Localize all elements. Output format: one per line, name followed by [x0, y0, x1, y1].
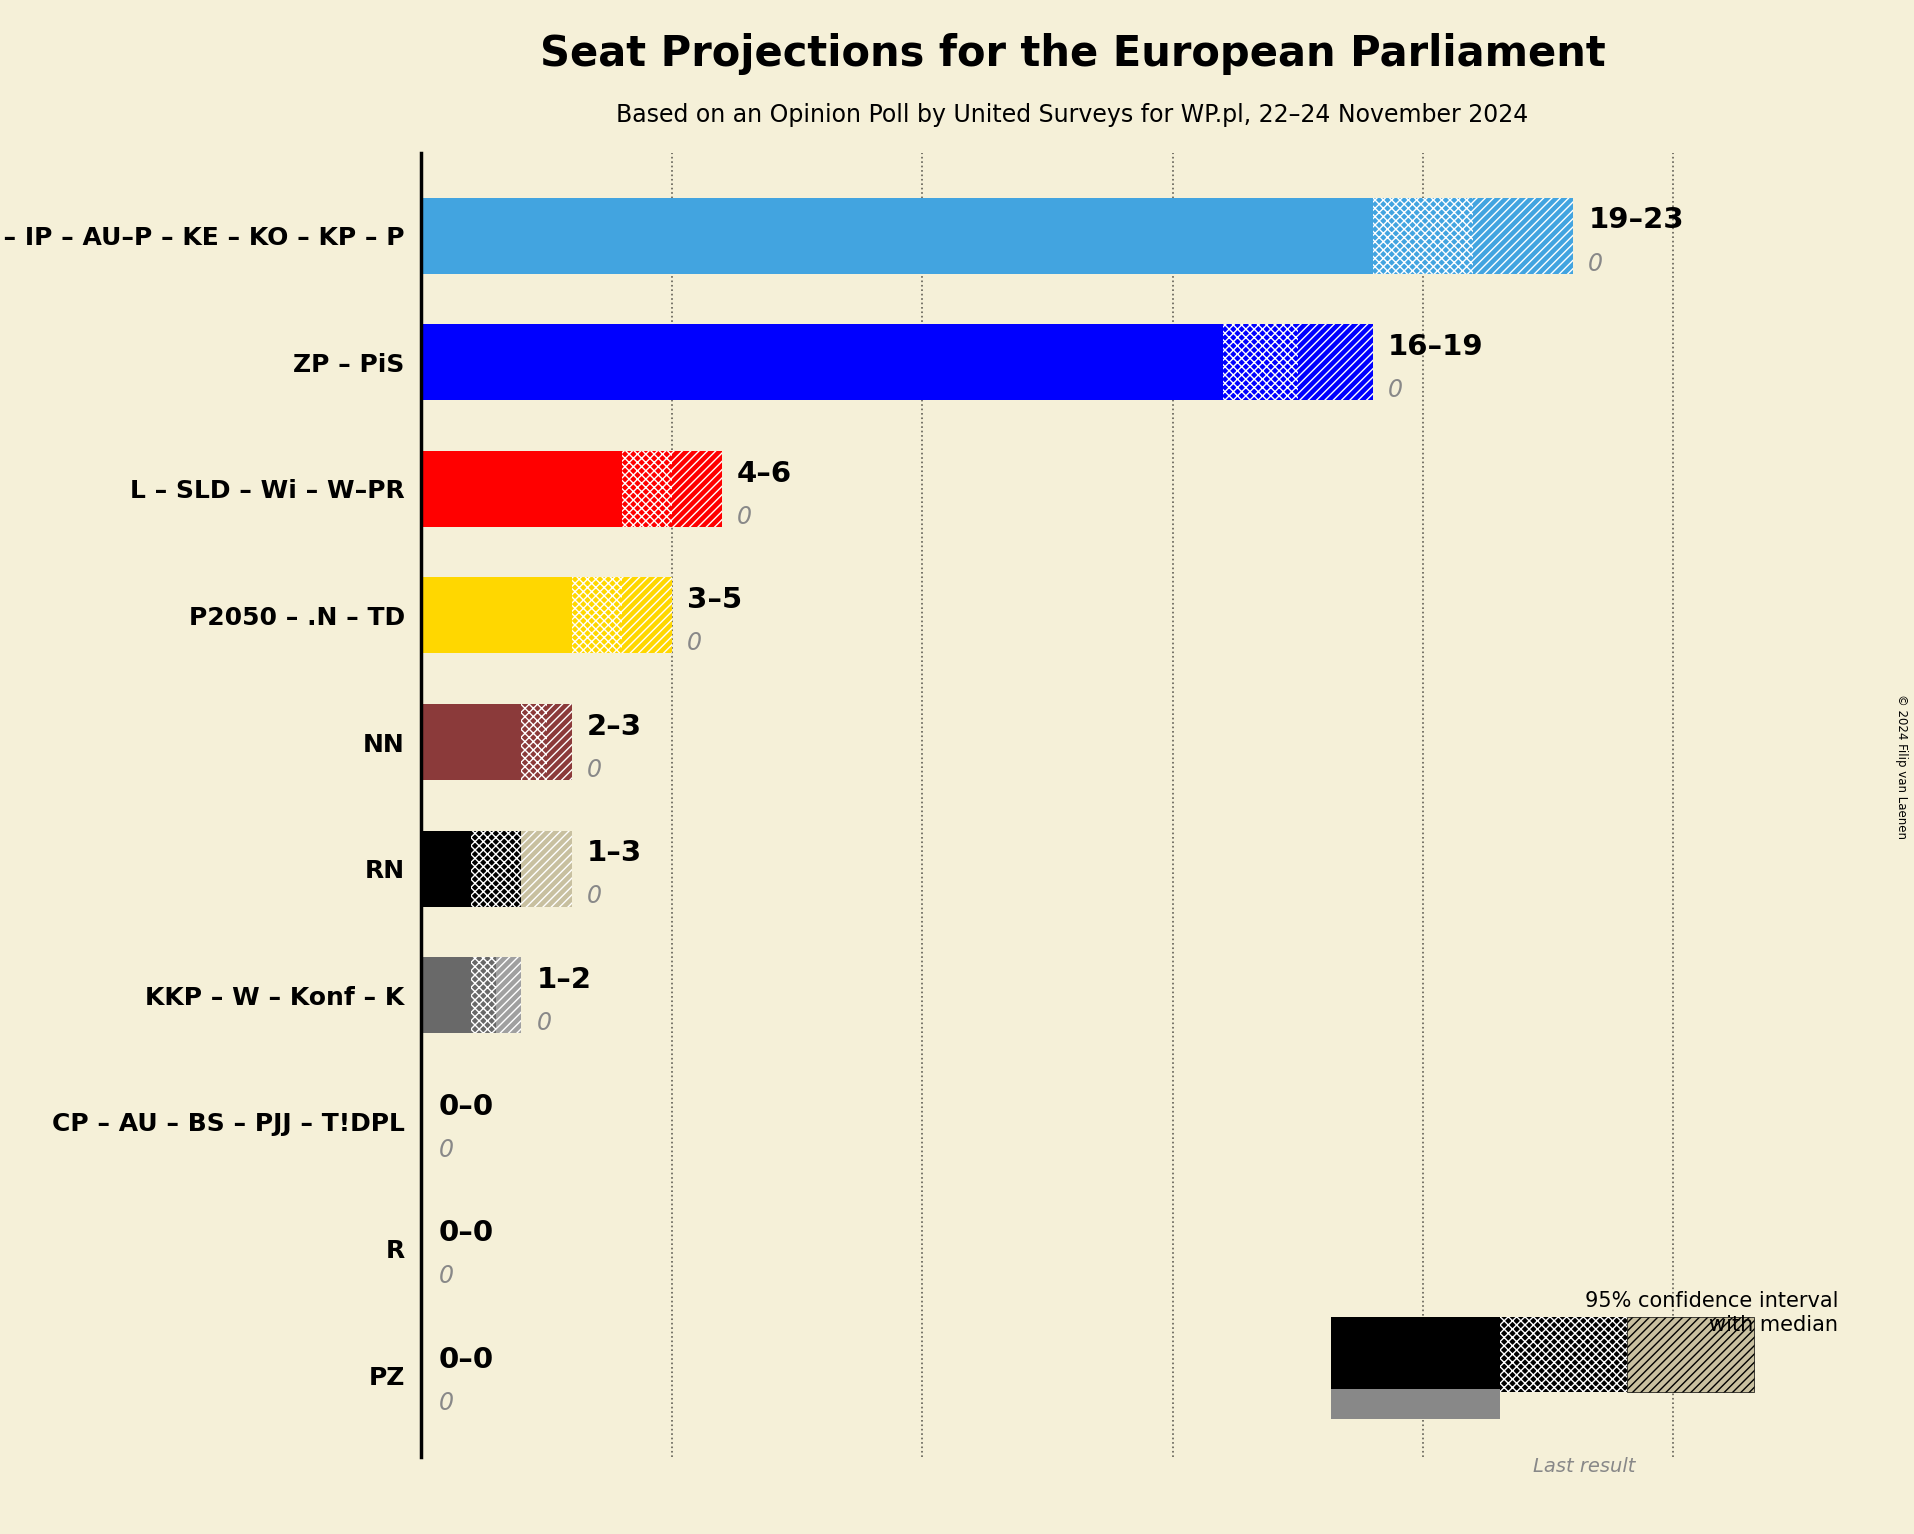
- Text: 0: 0: [536, 1011, 551, 1035]
- Bar: [570, 577, 622, 653]
- Bar: [421, 704, 521, 779]
- Bar: [1499, 1316, 1627, 1393]
- Bar: [471, 957, 496, 1034]
- Text: 0–0: 0–0: [438, 1220, 494, 1247]
- Text: 2–3: 2–3: [586, 713, 641, 741]
- Bar: [672, 451, 722, 526]
- Text: 0: 0: [737, 505, 752, 529]
- Bar: [421, 198, 1372, 273]
- Text: 3–5: 3–5: [687, 586, 741, 614]
- Text: 0: 0: [438, 1391, 454, 1414]
- Bar: [421, 831, 471, 907]
- Text: 0: 0: [438, 1264, 454, 1289]
- Bar: [1298, 324, 1372, 400]
- Text: 16–19: 16–19: [1388, 333, 1483, 360]
- Text: 1–2: 1–2: [536, 966, 591, 994]
- Bar: [1221, 324, 1298, 400]
- Bar: [1627, 1316, 1753, 1393]
- Bar: [421, 451, 622, 526]
- Bar: [622, 577, 672, 653]
- Bar: [496, 957, 521, 1034]
- Text: 0: 0: [586, 885, 601, 908]
- Bar: [1372, 198, 1472, 273]
- Text: 0: 0: [687, 632, 701, 655]
- Text: 0: 0: [586, 758, 601, 782]
- Bar: [421, 957, 471, 1034]
- Text: © 2024 Filip van Laenen: © 2024 Filip van Laenen: [1895, 695, 1906, 839]
- Bar: [622, 451, 672, 526]
- Text: Based on an Opinion Poll by United Surveys for WP.pl, 22–24 November 2024: Based on an Opinion Poll by United Surve…: [616, 103, 1527, 127]
- Bar: [521, 831, 570, 907]
- Bar: [1330, 1316, 1499, 1393]
- Text: 0–0: 0–0: [438, 1092, 494, 1121]
- Text: 95% confidence interval
with median: 95% confidence interval with median: [1585, 1292, 1837, 1335]
- Text: Seat Projections for the European Parliament: Seat Projections for the European Parlia…: [540, 34, 1604, 75]
- Text: 19–23: 19–23: [1587, 207, 1682, 235]
- Bar: [521, 704, 545, 779]
- Bar: [471, 831, 521, 907]
- Text: 0: 0: [1587, 252, 1602, 276]
- Bar: [421, 577, 570, 653]
- Text: 0: 0: [1388, 377, 1403, 402]
- Bar: [421, 324, 1221, 400]
- Text: Last result: Last result: [1533, 1457, 1635, 1476]
- Bar: [1472, 198, 1573, 273]
- Text: 1–3: 1–3: [586, 839, 641, 867]
- Bar: [545, 704, 570, 779]
- Bar: [1330, 1390, 1499, 1427]
- Text: 0–0: 0–0: [438, 1345, 494, 1374]
- Text: 4–6: 4–6: [737, 460, 792, 488]
- Text: 0: 0: [438, 1138, 454, 1161]
